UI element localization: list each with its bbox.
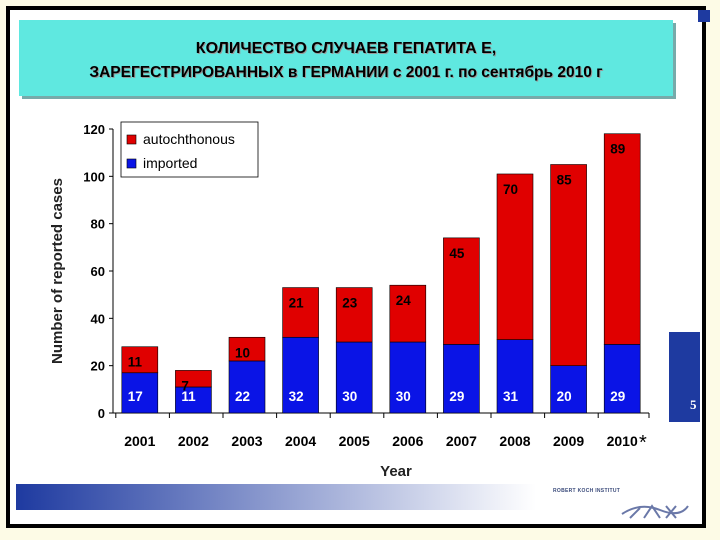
bar-autochthonous-2004 — [282, 287, 319, 338]
bar-imported-2007 — [443, 344, 480, 414]
x-tick-label: 2003 — [231, 433, 262, 449]
data-label-imported-2001: 17 — [128, 389, 143, 404]
title-box: КОЛИЧЕСТВО СЛУЧАЕВ ГЕПАТИТА Е, ЗАРЕГЕСТР… — [19, 20, 673, 96]
bar-imported-2010 — [603, 344, 641, 414]
bar-imported-2004 — [282, 336, 319, 414]
data-label-autochthonous-2008: 70 — [503, 182, 518, 197]
data-label-autochthonous-2002: 7 — [181, 378, 189, 393]
bar-imported-2005 — [335, 341, 373, 414]
y-tick-label: 60 — [91, 264, 105, 279]
y-tick-label: 100 — [83, 169, 105, 184]
data-label-autochthonous-2004: 21 — [289, 296, 305, 311]
x-axis-title: Year — [380, 463, 412, 480]
bar-autochthonous-2003 — [228, 336, 266, 362]
bar-imported-2001 — [121, 372, 159, 414]
bar-autochthonous-2002 — [175, 370, 212, 388]
y-tick-label: 0 — [98, 406, 105, 421]
bar-autochthonous-2005 — [335, 287, 373, 343]
data-label-imported-2006: 30 — [396, 389, 411, 404]
bar-autochthonous-2006 — [389, 284, 427, 343]
data-label-imported-2007: 29 — [449, 389, 464, 404]
data-label-imported-2005: 30 — [342, 389, 357, 404]
data-label-autochthonous-2005: 23 — [342, 296, 358, 311]
bar-imported-2003 — [228, 360, 266, 414]
x-tick-label: 2009 — [553, 433, 584, 449]
x-tick-label: 2007 — [446, 433, 477, 449]
data-label-imported-2008: 31 — [503, 389, 519, 404]
data-label-imported-2002: 11 — [181, 389, 196, 404]
footer-gradient-bar — [16, 484, 536, 510]
data-label-imported-2009: 20 — [557, 389, 572, 404]
logo-icon — [621, 504, 689, 519]
data-label-autochthonous-2010: 89 — [610, 142, 625, 157]
y-tick-label: 120 — [83, 122, 105, 137]
x-tick-label: 2004 — [285, 433, 316, 449]
bar-autochthonous-2008 — [496, 173, 534, 340]
legend-label-autochthonous: autochthonous — [143, 131, 235, 147]
data-label-autochthonous-2001: 11 — [128, 355, 143, 370]
bar-autochthonous-2010 — [603, 133, 641, 345]
bar-imported-2002 — [175, 386, 212, 414]
legend-label-imported: imported — [143, 155, 197, 171]
data-label-autochthonous-2003: 10 — [235, 345, 250, 360]
y-tick-label: 80 — [91, 217, 105, 232]
bar-imported-2009 — [550, 365, 587, 414]
data-label-imported-2003: 22 — [235, 389, 250, 404]
y-axis-title: Number of reported cases — [49, 178, 66, 364]
x-tick-label: 2006 — [392, 433, 423, 449]
page-number: 5 — [690, 397, 697, 412]
bar-autochthonous-2009 — [550, 164, 587, 366]
data-label-autochthonous-2009: 85 — [557, 173, 573, 188]
title-line-2: ЗАРЕГЕСТРИРОВАННЫХ в ГЕРМАНИИ с 2001 г. … — [89, 64, 603, 81]
x-tick-label: 2002 — [178, 433, 209, 449]
data-label-imported-2010: 29 — [610, 389, 625, 404]
bar-autochthonous-2007 — [443, 237, 480, 345]
logo-text: ROBERT KOCH INSTITUT — [553, 488, 621, 494]
title-line-1: КОЛИЧЕСТВО СЛУЧАЕВ ГЕПАТИТА Е, — [195, 40, 497, 57]
bar-autochthonous-2001 — [121, 346, 159, 374]
legend-swatch-autochthonous — [126, 134, 137, 145]
data-label-autochthonous-2007: 45 — [449, 246, 465, 261]
x-tick-label: 2005 — [339, 433, 370, 449]
legend-swatch-imported — [126, 158, 137, 169]
data-label-imported-2004: 32 — [289, 389, 304, 404]
x-tick-label: 2008 — [499, 433, 530, 449]
annotation-asterisk: * — [639, 432, 647, 454]
legend-box — [120, 121, 259, 178]
x-tick-label: 2010 — [607, 433, 638, 449]
page-tab — [669, 332, 700, 422]
corner-square — [698, 10, 710, 22]
y-tick-label: 40 — [91, 311, 105, 326]
x-tick-label: 2001 — [124, 433, 155, 449]
y-tick-label: 20 — [91, 359, 105, 374]
data-label-autochthonous-2006: 24 — [396, 293, 412, 308]
